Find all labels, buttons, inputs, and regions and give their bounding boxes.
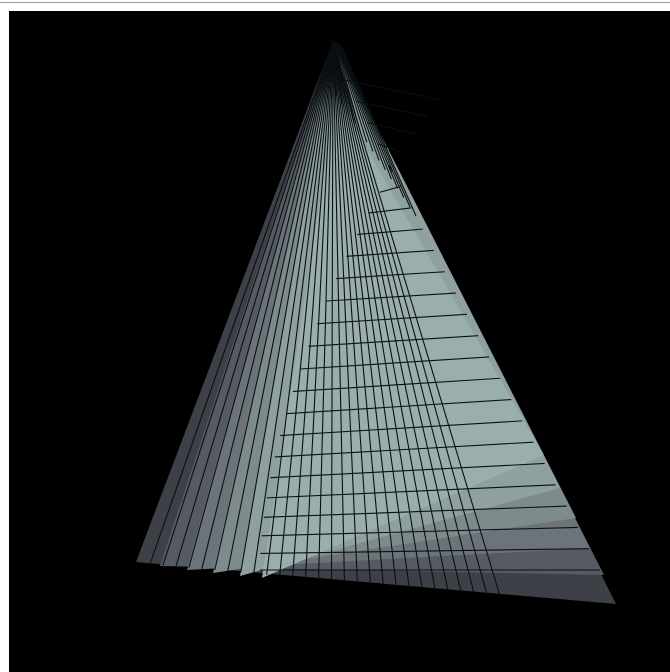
apex-hatch-line (335, 42, 368, 143)
envelope-line (326, 292, 456, 302)
fan-line (162, 40, 334, 566)
fan-line (332, 40, 475, 594)
envelope-line (357, 228, 423, 236)
apex-hatch-line (336, 42, 380, 161)
apex-hatch-line (334, 42, 362, 134)
envelope-line (308, 335, 479, 347)
fan-line (332, 40, 384, 586)
envelope-line (260, 548, 589, 554)
fan-line (240, 40, 334, 573)
fan-line (332, 40, 397, 587)
envelope-line (263, 505, 567, 518)
fan-line (188, 40, 334, 568)
string-art-lines (149, 40, 600, 597)
apex-hatch-line (340, 44, 417, 217)
fan-line (305, 40, 334, 579)
top-divider (0, 2, 670, 3)
fan-line (292, 40, 334, 578)
fan-line (317, 40, 334, 580)
envelope-line (368, 207, 412, 214)
fan-line (227, 40, 334, 572)
envelope-line (270, 462, 545, 479)
fan-line (201, 40, 334, 569)
envelope-line (367, 122, 416, 135)
envelope-line (286, 399, 512, 415)
envelope-line (344, 79, 441, 101)
apex-hatch-line (338, 43, 392, 180)
envelope-line (274, 441, 534, 458)
fan-line (332, 40, 449, 592)
apex-hatch-line (333, 41, 343, 106)
envelope-line (280, 420, 523, 437)
fan-line (149, 40, 334, 565)
apex-hatch-line (333, 41, 349, 115)
fan-line (332, 40, 410, 588)
fan-line (175, 40, 334, 567)
apex-hatch-line (338, 43, 399, 189)
fan-line (330, 40, 334, 581)
envelope-line (261, 526, 578, 537)
apex-hatch-line (334, 41, 355, 124)
apex-hatch-line (339, 44, 405, 198)
fan-line (332, 40, 358, 583)
envelope-line (300, 356, 490, 370)
fan-line (332, 40, 501, 597)
apex-hatch-line (332, 40, 337, 97)
fan-line (332, 40, 345, 582)
apex-hatch-line (337, 43, 386, 171)
envelope-line (336, 271, 445, 280)
fan-line (332, 40, 436, 591)
envelope-line (355, 100, 428, 118)
fan-line (332, 40, 423, 589)
fan-line (279, 40, 334, 576)
envelope-line (317, 313, 467, 325)
fan-line (266, 40, 334, 575)
envelope-line (266, 484, 556, 499)
fan-line (253, 40, 334, 574)
envelope-line (292, 377, 501, 393)
apex-hatch-line (339, 44, 411, 207)
fan-line (332, 40, 462, 593)
apex-hatch-line (336, 42, 374, 152)
envelope-line (346, 249, 434, 257)
fan-line (214, 40, 334, 571)
